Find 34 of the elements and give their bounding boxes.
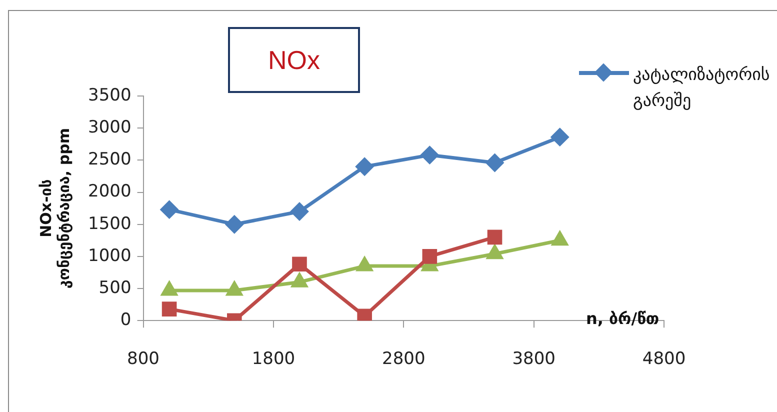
- y-tick-label: 1500: [88, 214, 132, 234]
- point: [487, 230, 502, 245]
- point: [552, 232, 568, 246]
- point: [161, 282, 178, 296]
- point: [357, 308, 372, 321]
- point: [422, 249, 438, 264]
- point: [290, 202, 308, 220]
- text: NOx: [268, 44, 320, 76]
- point: [160, 200, 178, 218]
- x-tick-label: 2800: [382, 349, 426, 370]
- point: [292, 256, 307, 272]
- y-tick-label: 1000: [88, 246, 132, 266]
- point: [551, 128, 569, 146]
- x-tick-label: 1800: [252, 349, 296, 370]
- point: [356, 158, 374, 176]
- y-tick-label: 2000: [88, 182, 132, 202]
- x-tick-label: 800: [127, 349, 160, 370]
- point: [486, 154, 504, 172]
- x-axis-title: n, ბრ/წთ: [586, 309, 660, 328]
- point: [486, 245, 503, 260]
- y-axis-title: NOx-ის კონცენტრაცია, ppm: [36, 128, 73, 289]
- point: [226, 216, 244, 234]
- x-tick-label: 4800: [642, 349, 686, 370]
- legend-label: კატალიზატორის გარეშე: [633, 64, 770, 113]
- y-tick-label: 2500: [88, 150, 132, 170]
- point: [420, 146, 438, 164]
- x-tick-label: 3800: [512, 349, 556, 370]
- y-tick-label: 3000: [88, 118, 132, 138]
- point: [356, 257, 372, 272]
- y-tick-label: 0: [120, 310, 132, 330]
- point: [226, 282, 242, 296]
- y-tick-label: 500: [98, 278, 132, 298]
- point: [292, 273, 308, 288]
- y-tick-label: 3500: [88, 85, 132, 106]
